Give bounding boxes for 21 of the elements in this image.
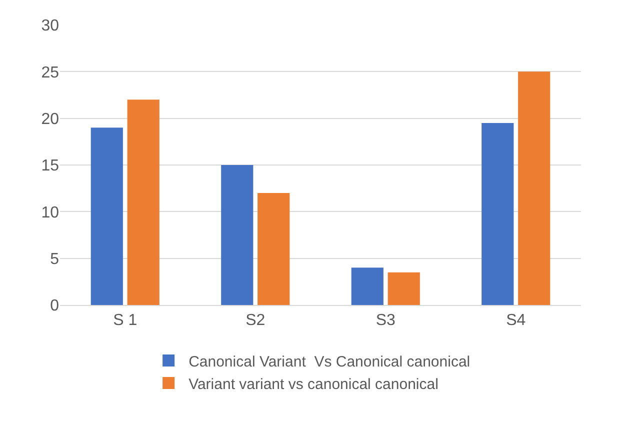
x-tick-label: S3 — [376, 312, 396, 330]
bar — [90, 128, 123, 305]
bar — [127, 100, 160, 305]
bar — [258, 193, 290, 305]
bar — [518, 72, 550, 305]
y-tick-label: 0 — [50, 298, 60, 315]
bar — [388, 272, 420, 305]
y-tick-label: 25 — [41, 64, 60, 82]
y-tick-label: 20 — [41, 110, 60, 128]
legend-label: Variant variant vs canonical canonical — [188, 376, 438, 393]
x-tick-label: S4 — [506, 312, 526, 330]
y-tick-label: 15 — [41, 158, 60, 175]
bar — [351, 268, 384, 305]
y-tick-label: 30 — [41, 18, 60, 35]
bar — [221, 165, 254, 305]
bar — [482, 123, 514, 305]
y-tick-label: 10 — [41, 204, 60, 222]
legend-label: Canonical Variant Vs Canonical canonical — [188, 353, 470, 370]
x-tick-label: S2 — [246, 312, 266, 330]
y-tick-label: 5 — [50, 250, 60, 268]
x-tick-label: S 1 — [113, 312, 138, 330]
